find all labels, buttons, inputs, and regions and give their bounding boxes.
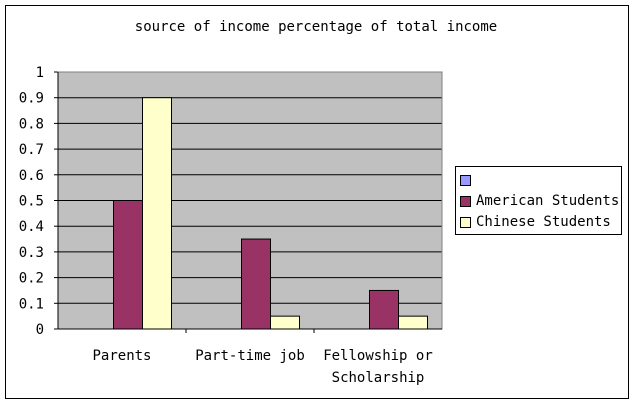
x-tick-label: Scholarship bbox=[332, 370, 425, 386]
legend-item-series-1 bbox=[456, 170, 621, 190]
bar bbox=[142, 97, 172, 330]
legend-swatch-chinese-students bbox=[460, 216, 471, 228]
legend-swatch-series-1 bbox=[460, 174, 471, 186]
y-tick-label: 0.5 bbox=[19, 194, 44, 210]
chart-title: source of income percentage of total inc… bbox=[134, 19, 498, 35]
legend-swatch-american-students bbox=[460, 195, 471, 207]
y-tick-label: 0.8 bbox=[19, 116, 44, 132]
y-tick-label: 0.1 bbox=[19, 296, 44, 312]
x-tick-label: Fellowship or bbox=[323, 348, 433, 364]
y-tick-label: 0.4 bbox=[19, 219, 44, 235]
y-tick-label: 0.6 bbox=[19, 168, 44, 184]
x-tick-label: Part-time job bbox=[195, 348, 305, 364]
chart-legend: American Students Chinese Students bbox=[455, 166, 622, 235]
y-tick-label: 1 bbox=[36, 65, 44, 81]
y-tick-label: 0.3 bbox=[19, 245, 44, 261]
bar bbox=[241, 238, 271, 330]
y-tick-label: 0.7 bbox=[19, 142, 44, 158]
legend-item-american-students: American Students bbox=[456, 191, 621, 211]
bar bbox=[113, 200, 143, 330]
legend-label-chinese-students: Chinese Students bbox=[476, 214, 611, 230]
legend-item-chinese-students: Chinese Students bbox=[456, 212, 621, 232]
bar bbox=[398, 315, 428, 330]
y-tick-label: 0.9 bbox=[19, 91, 44, 107]
y-tick-label: 0.2 bbox=[19, 271, 44, 287]
legend-label-american-students: American Students bbox=[476, 193, 620, 209]
x-tick-label: Parents bbox=[92, 348, 151, 364]
y-tick-label: 0 bbox=[36, 322, 44, 338]
bar bbox=[270, 315, 300, 330]
bar bbox=[369, 289, 399, 330]
